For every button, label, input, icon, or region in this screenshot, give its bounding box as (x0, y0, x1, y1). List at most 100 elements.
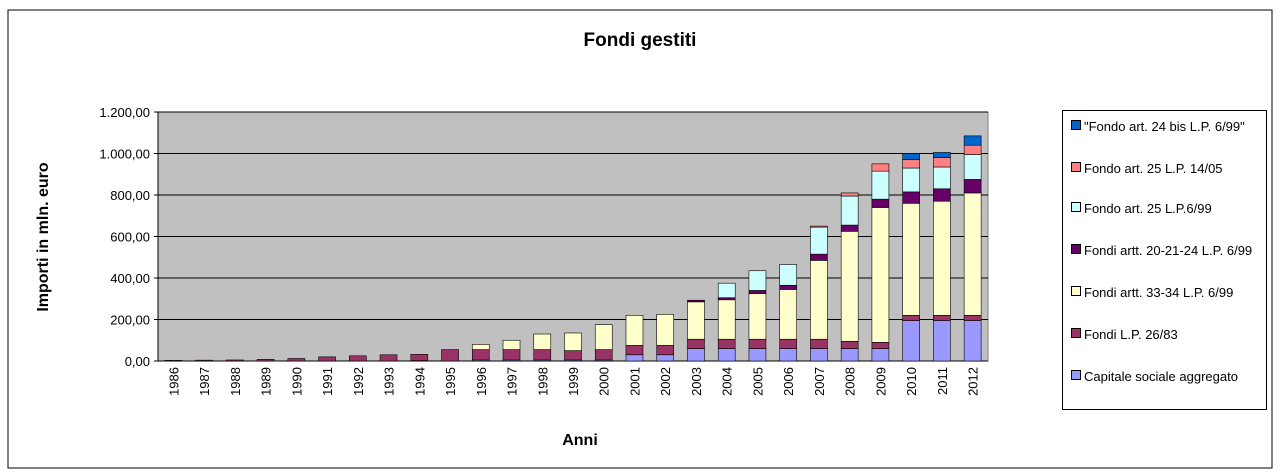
x-tick-label: 1987 (197, 367, 212, 396)
x-tick-label: 2012 (966, 367, 981, 396)
bar-segment (871, 198, 890, 208)
legend-item: Fondi artt. 20-21-24 L.P. 6/99 (1071, 243, 1261, 258)
bar-segment (871, 207, 890, 343)
bar-segment (840, 224, 859, 232)
x-tick-label: 1988 (228, 367, 243, 396)
x-tick-label: 1994 (412, 367, 427, 396)
bar-segment (963, 135, 982, 146)
bar-segment (963, 179, 982, 194)
legend-swatch (1071, 370, 1081, 380)
bar-segment (287, 358, 306, 362)
legend-label: Fondi L.P. 26/83 (1084, 327, 1178, 342)
bar-segment (502, 349, 521, 361)
bar-segment (963, 320, 982, 362)
bar-segment (933, 320, 951, 362)
bar-segment (748, 290, 767, 294)
legend-label: Fondo art. 25 L.P. 14/05 (1084, 161, 1223, 176)
bar-segment (933, 200, 951, 316)
y-tick-label: 200,00 (110, 313, 150, 328)
x-tick-label: 1997 (505, 367, 520, 396)
bar-segment (195, 359, 213, 362)
bar-segment (748, 338, 767, 349)
bar-segment (256, 359, 275, 362)
bar-segment (871, 170, 890, 200)
bar-segment (933, 315, 951, 321)
bar-segment (533, 349, 552, 361)
x-tick-label: 2002 (658, 367, 673, 396)
bar-segment (871, 163, 890, 172)
bar-segment (810, 253, 828, 261)
x-tick-label: 1991 (320, 367, 335, 396)
bar-segment (564, 350, 582, 361)
bar-segment (933, 166, 951, 190)
bar-segment (748, 293, 767, 340)
bar-segment (779, 284, 797, 290)
x-tick-label: 2008 (843, 367, 858, 396)
x-tick-label: 2000 (597, 367, 612, 396)
bar-segment (840, 195, 859, 226)
bar-segment (441, 349, 459, 362)
bar-segment (840, 348, 859, 362)
x-tick-label: 2003 (689, 367, 704, 396)
y-tick-label: 1.200,00 (99, 105, 150, 120)
x-tick-label: 2001 (627, 367, 642, 396)
legend-label: Capitale sociale aggregato (1084, 369, 1238, 384)
x-tick-label: 2006 (781, 367, 796, 396)
legend-item: Fondi artt. 33-34 L.P. 6/99 (1071, 285, 1261, 300)
bar-segment (963, 154, 982, 180)
bar-segment (594, 324, 613, 350)
legend-swatch (1071, 286, 1081, 296)
legend-label: Fondi artt. 33-34 L.P. 6/99 (1084, 285, 1234, 300)
bar-segment (471, 344, 490, 350)
bar-segment (963, 315, 982, 321)
legend-label: Fondi artt. 20-21-24 L.P. 6/99 (1084, 243, 1253, 258)
y-tick-label: 1.000,00 (99, 147, 150, 162)
bar-segment (963, 192, 982, 316)
legend-item: Capitale sociale aggregato (1071, 369, 1261, 384)
bar-segment (871, 342, 890, 349)
bar-segment (687, 299, 705, 303)
bar-segment (717, 297, 736, 301)
y-tick-label: 600,00 (110, 230, 150, 245)
x-tick-label: 1995 (443, 367, 458, 396)
bar-segment (349, 355, 367, 362)
legend-swatch (1071, 120, 1081, 130)
bar-segment (164, 360, 183, 362)
bar-segment (656, 314, 675, 346)
y-axis-label: Importi in mln. euro (35, 162, 52, 312)
bar-segment (687, 301, 705, 340)
bar-segment (902, 315, 920, 321)
bar-segment (810, 225, 828, 228)
bar-segment (687, 348, 705, 362)
bar-segment (810, 348, 828, 362)
legend-label: Fondo art. 25 L.P.6/99 (1084, 201, 1212, 216)
bar-segment (902, 153, 920, 161)
bar-segment (625, 354, 644, 362)
legend-item: "Fondo art. 24 bis L.P. 6/99" (1071, 119, 1261, 134)
x-tick-label: 2007 (812, 367, 827, 396)
y-tick-label: 0,00 (125, 354, 150, 369)
bar-segment (902, 159, 920, 169)
legend-item: Fondo art. 25 L.P.6/99 (1071, 201, 1261, 216)
x-tick-label: 1993 (382, 367, 397, 396)
bar-segment (379, 354, 398, 362)
chart-title: Fondi gestiti (584, 30, 697, 51)
legend: "Fondo art. 24 bis L.P. 6/99" Fondo art. … (1062, 110, 1267, 410)
x-tick-label: 1999 (566, 367, 581, 396)
bar-segment (810, 260, 828, 340)
bar-segment (717, 348, 736, 362)
y-tick-label: 400,00 (110, 271, 150, 286)
bar-segment (779, 338, 797, 349)
bar-segment (226, 359, 244, 362)
bar-segment (594, 349, 613, 361)
bar-segment (840, 231, 859, 342)
x-tick-label: 2010 (904, 367, 919, 396)
bar-segment (502, 339, 521, 350)
x-tick-label: 1989 (259, 367, 274, 396)
bar-segment (871, 348, 890, 362)
bar-segment (840, 340, 859, 349)
y-tick-label: 800,00 (110, 188, 150, 203)
x-tick-label: 1986 (166, 367, 181, 396)
bar-segment (717, 299, 736, 340)
